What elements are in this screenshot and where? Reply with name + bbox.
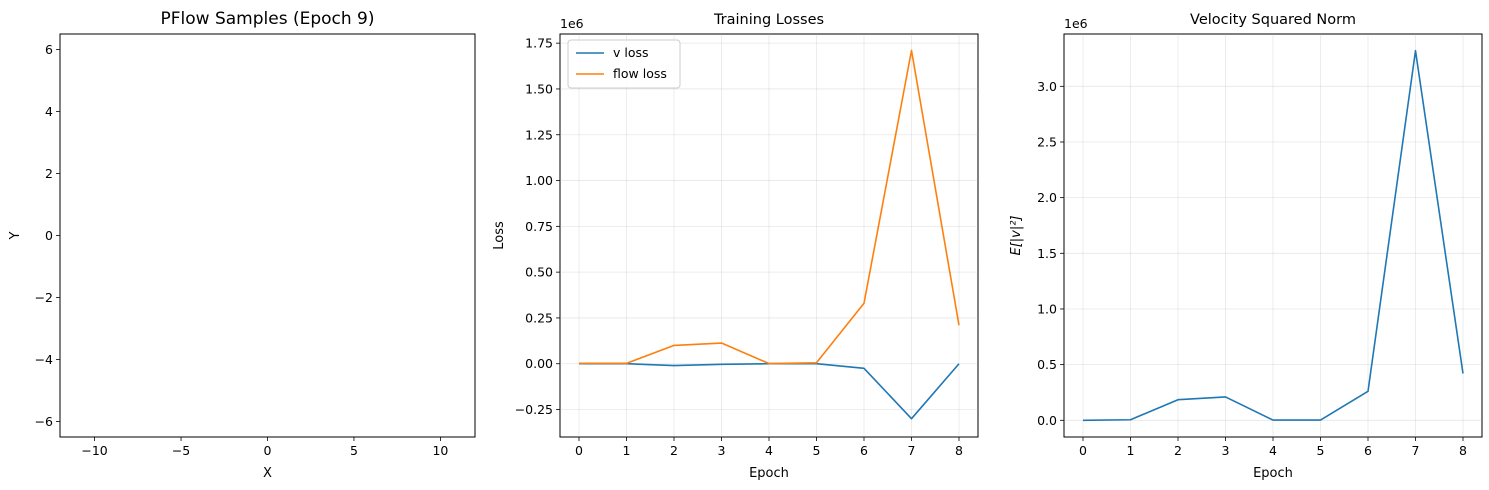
y-tick-label: 2.0 <box>1037 190 1057 205</box>
y-tick-label: 2.5 <box>1037 134 1057 149</box>
x-tick-label: 7 <box>908 443 916 458</box>
x-tick-label: 6 <box>1364 443 1372 458</box>
y-tick-label: −6 <box>35 414 53 429</box>
training-losses-panel: 0 1 2 3 4 5 6 7 8 −0.25 0.00 0.25 0.50 0.75 1.00 1.25 1… <box>492 12 979 481</box>
y-tick-label: 0.75 <box>525 219 553 234</box>
samples-panel: −10 −5 0 5 10 −6 −4 −2 0 2 4 6 PFlow Samples (Epoc… <box>8 9 476 481</box>
x-tick-label: −5 <box>172 443 190 458</box>
velocity-x-axis-label: Epoch <box>1253 466 1293 481</box>
y-tick-label: 0.00 <box>525 356 553 371</box>
velocity-y-axis-label: E[|v|²] <box>1009 215 1024 255</box>
x-tick-label: −10 <box>81 443 107 458</box>
x-tick-label: 8 <box>1459 443 1467 458</box>
x-tick-label: 3 <box>1222 443 1230 458</box>
x-tick-label: 1 <box>1127 443 1135 458</box>
samples-title: PFlow Samples (Epoch 9) <box>160 9 374 29</box>
x-tick-label: 4 <box>765 443 773 458</box>
losses-y-axis-label: Loss <box>492 221 507 250</box>
series-line-series-0 <box>1082 49 1464 422</box>
y-tick-label: 1.0 <box>1037 301 1057 316</box>
x-tick-label: 2 <box>670 443 678 458</box>
y-tick-label: 0.25 <box>525 310 553 325</box>
x-tick-label: 4 <box>1269 443 1277 458</box>
x-tick-label: 5 <box>1317 443 1325 458</box>
y-tick-label: 6 <box>45 42 53 57</box>
series-line-flow-loss <box>579 49 960 365</box>
y-tick-label: −0.25 <box>515 402 553 417</box>
x-tick-label: 7 <box>1412 443 1420 458</box>
losses-offset-label: 1e6 <box>560 16 584 31</box>
x-tick-label: 1 <box>623 443 631 458</box>
y-tick-label: 0 <box>45 228 53 243</box>
x-tick-label: 0 <box>1079 443 1087 458</box>
samples-x-axis-label: X <box>263 466 272 481</box>
y-tick-label: −2 <box>35 290 53 305</box>
y-tick-label: 1.75 <box>525 36 553 51</box>
x-tick-label: 5 <box>813 443 821 458</box>
y-tick-label: 1.25 <box>525 127 553 142</box>
y-tick-label: 4 <box>45 104 53 119</box>
samples-y-axis-label: Y <box>8 231 23 240</box>
y-tick-label: −4 <box>35 352 53 367</box>
losses-legend: v loss flow loss <box>567 39 681 89</box>
x-tick-label: 3 <box>718 443 726 458</box>
x-tick-label: 2 <box>1174 443 1182 458</box>
legend-label-flow-loss: flow loss <box>613 66 667 81</box>
velocity-offset-label: 1e6 <box>1064 16 1088 31</box>
y-tick-label: 0.5 <box>1037 357 1057 372</box>
legend-box <box>567 39 681 89</box>
x-tick-label: 8 <box>955 443 963 458</box>
losses-title: Training Losses <box>713 12 824 28</box>
y-tick-label: 3.0 <box>1037 79 1057 94</box>
y-tick-label: 1.50 <box>525 81 553 96</box>
samples-plot-frame <box>59 33 476 438</box>
x-tick-label: 10 <box>432 443 448 458</box>
x-tick-label: 0 <box>575 443 583 458</box>
x-tick-label: 0 <box>264 443 272 458</box>
y-tick-label: 0.0 <box>1037 413 1057 428</box>
legend-label-v-loss: v loss <box>613 45 649 60</box>
y-tick-label: 0.50 <box>525 265 553 280</box>
x-tick-label: 6 <box>860 443 868 458</box>
y-tick-label: 1.5 <box>1037 246 1057 261</box>
losses-x-axis-label: Epoch <box>749 466 789 481</box>
velocity-title: Velocity Squared Norm <box>1190 12 1356 28</box>
x-tick-label: 5 <box>350 443 358 458</box>
y-tick-label: 2 <box>45 166 53 181</box>
y-tick-label: 1.00 <box>525 173 553 188</box>
velocity-norm-panel: 0 1 2 3 4 5 6 7 8 0.0 0.5 1.0 1.5 2.0 2.5 3.0 Velocity… <box>1009 12 1483 481</box>
